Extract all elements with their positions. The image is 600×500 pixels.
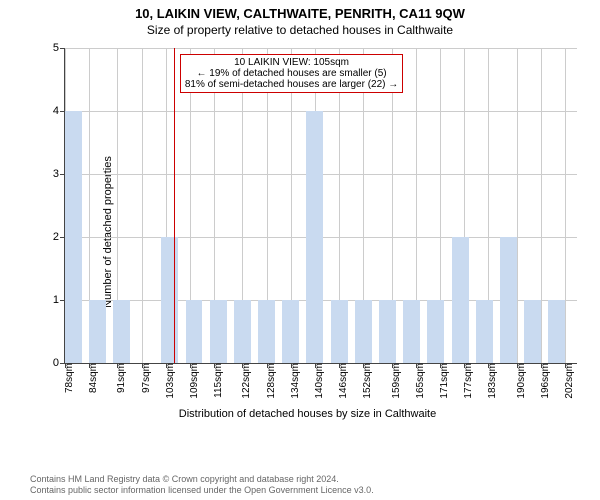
histogram-bar bbox=[282, 300, 299, 363]
xtick-label: 84sqm bbox=[86, 363, 99, 393]
xtick-label: 91sqm bbox=[114, 363, 127, 393]
histogram-bar bbox=[427, 300, 444, 363]
ytick-label: 4 bbox=[53, 105, 65, 117]
xtick-label: 115sqm bbox=[211, 363, 224, 398]
histogram-bar bbox=[476, 300, 493, 363]
xtick-label: 134sqm bbox=[288, 363, 301, 399]
xtick-label: 146sqm bbox=[336, 363, 349, 399]
xtick-label: 159sqm bbox=[389, 363, 402, 399]
footer-attribution: Contains HM Land Registry data © Crown c… bbox=[30, 474, 374, 497]
xtick-label: 122sqm bbox=[239, 363, 252, 399]
histogram-bar bbox=[452, 237, 469, 363]
histogram-bar bbox=[113, 300, 130, 363]
histogram-bar bbox=[65, 111, 82, 363]
ytick-label: 2 bbox=[53, 231, 65, 243]
xtick-label: 190sqm bbox=[514, 363, 527, 399]
reference-line bbox=[174, 48, 175, 363]
xtick-label: 128sqm bbox=[264, 363, 277, 399]
histogram-bar bbox=[234, 300, 251, 363]
chart-container: Number of detached properties 01234578sq… bbox=[30, 44, 585, 420]
histogram-bar bbox=[355, 300, 372, 363]
ytick-label: 3 bbox=[53, 168, 65, 180]
histogram-bar bbox=[500, 237, 517, 363]
xtick-label: 140sqm bbox=[312, 363, 325, 399]
histogram-bar bbox=[306, 111, 323, 363]
callout-line1: 10 LAIKIN VIEW: 105sqm bbox=[185, 57, 398, 68]
grid-line-v bbox=[142, 48, 143, 363]
x-axis-label: Distribution of detached houses by size … bbox=[179, 408, 436, 420]
histogram-bar bbox=[524, 300, 541, 363]
xtick-label: 196sqm bbox=[538, 363, 551, 399]
histogram-bar bbox=[548, 300, 565, 363]
callout-line3: 81% of semi-detached houses are larger (… bbox=[185, 79, 398, 90]
footer-line2: Contains public sector information licen… bbox=[30, 485, 374, 496]
xtick-label: 183sqm bbox=[485, 363, 498, 399]
ytick-label: 5 bbox=[53, 42, 65, 54]
histogram-bar bbox=[403, 300, 420, 363]
histogram-bar bbox=[331, 300, 348, 363]
chart-title-address: 10, LAIKIN VIEW, CALTHWAITE, PENRITH, CA… bbox=[0, 0, 600, 21]
ytick-label: 1 bbox=[53, 294, 65, 306]
callout-line2: ← 19% of detached houses are smaller (5) bbox=[185, 68, 398, 79]
xtick-label: 103sqm bbox=[163, 363, 176, 399]
xtick-label: 171sqm bbox=[437, 363, 450, 399]
xtick-label: 165sqm bbox=[413, 363, 426, 399]
xtick-label: 152sqm bbox=[360, 363, 373, 399]
footer-line1: Contains HM Land Registry data © Crown c… bbox=[30, 474, 374, 485]
histogram-bar bbox=[186, 300, 203, 363]
histogram-bar bbox=[89, 300, 106, 363]
plot-area: 01234578sqm84sqm91sqm97sqm103sqm109sqm11… bbox=[64, 48, 577, 364]
xtick-label: 202sqm bbox=[562, 363, 575, 399]
histogram-bar bbox=[161, 237, 178, 363]
xtick-label: 109sqm bbox=[187, 363, 200, 399]
reference-callout: 10 LAIKIN VIEW: 105sqm ← 19% of detached… bbox=[180, 54, 403, 93]
histogram-bar bbox=[258, 300, 275, 363]
xtick-label: 177sqm bbox=[461, 363, 474, 399]
xtick-label: 97sqm bbox=[139, 363, 152, 393]
histogram-bar bbox=[379, 300, 396, 363]
histogram-bar bbox=[210, 300, 227, 363]
chart-subtitle: Size of property relative to detached ho… bbox=[0, 21, 600, 37]
xtick-label: 78sqm bbox=[62, 363, 75, 393]
